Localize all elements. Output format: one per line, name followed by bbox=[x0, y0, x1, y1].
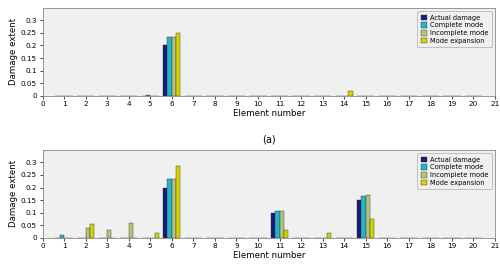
X-axis label: Element number: Element number bbox=[232, 251, 305, 260]
Bar bbox=[176, 33, 180, 96]
Y-axis label: Damage extent: Damage extent bbox=[9, 160, 18, 227]
Bar bbox=[168, 37, 172, 96]
Bar bbox=[370, 219, 374, 238]
Bar bbox=[146, 95, 150, 96]
Bar bbox=[154, 233, 159, 238]
Text: (a): (a) bbox=[262, 134, 276, 144]
Bar bbox=[348, 91, 353, 96]
Bar bbox=[275, 211, 280, 238]
Bar bbox=[280, 211, 284, 238]
Bar bbox=[362, 196, 366, 238]
Bar bbox=[327, 233, 331, 238]
Legend: Actual damage, Complete mode, Incomplete mode, Mode expansion: Actual damage, Complete mode, Incomplete… bbox=[417, 11, 492, 47]
X-axis label: Element number: Element number bbox=[232, 109, 305, 117]
Bar bbox=[172, 37, 176, 96]
Bar bbox=[366, 195, 370, 238]
Bar bbox=[107, 230, 112, 238]
Bar bbox=[60, 235, 64, 238]
Bar bbox=[163, 45, 168, 96]
Bar bbox=[128, 223, 133, 238]
Y-axis label: Damage extent: Damage extent bbox=[9, 18, 18, 85]
Bar bbox=[86, 228, 90, 238]
Bar bbox=[90, 224, 94, 238]
Bar bbox=[176, 166, 180, 238]
Bar bbox=[284, 230, 288, 238]
Bar bbox=[163, 187, 168, 238]
Bar bbox=[271, 213, 275, 238]
Legend: Actual damage, Complete mode, Incomplete mode, Mode expansion: Actual damage, Complete mode, Incomplete… bbox=[417, 153, 492, 189]
Bar bbox=[168, 179, 172, 238]
Bar bbox=[172, 179, 176, 238]
Bar bbox=[357, 200, 362, 238]
